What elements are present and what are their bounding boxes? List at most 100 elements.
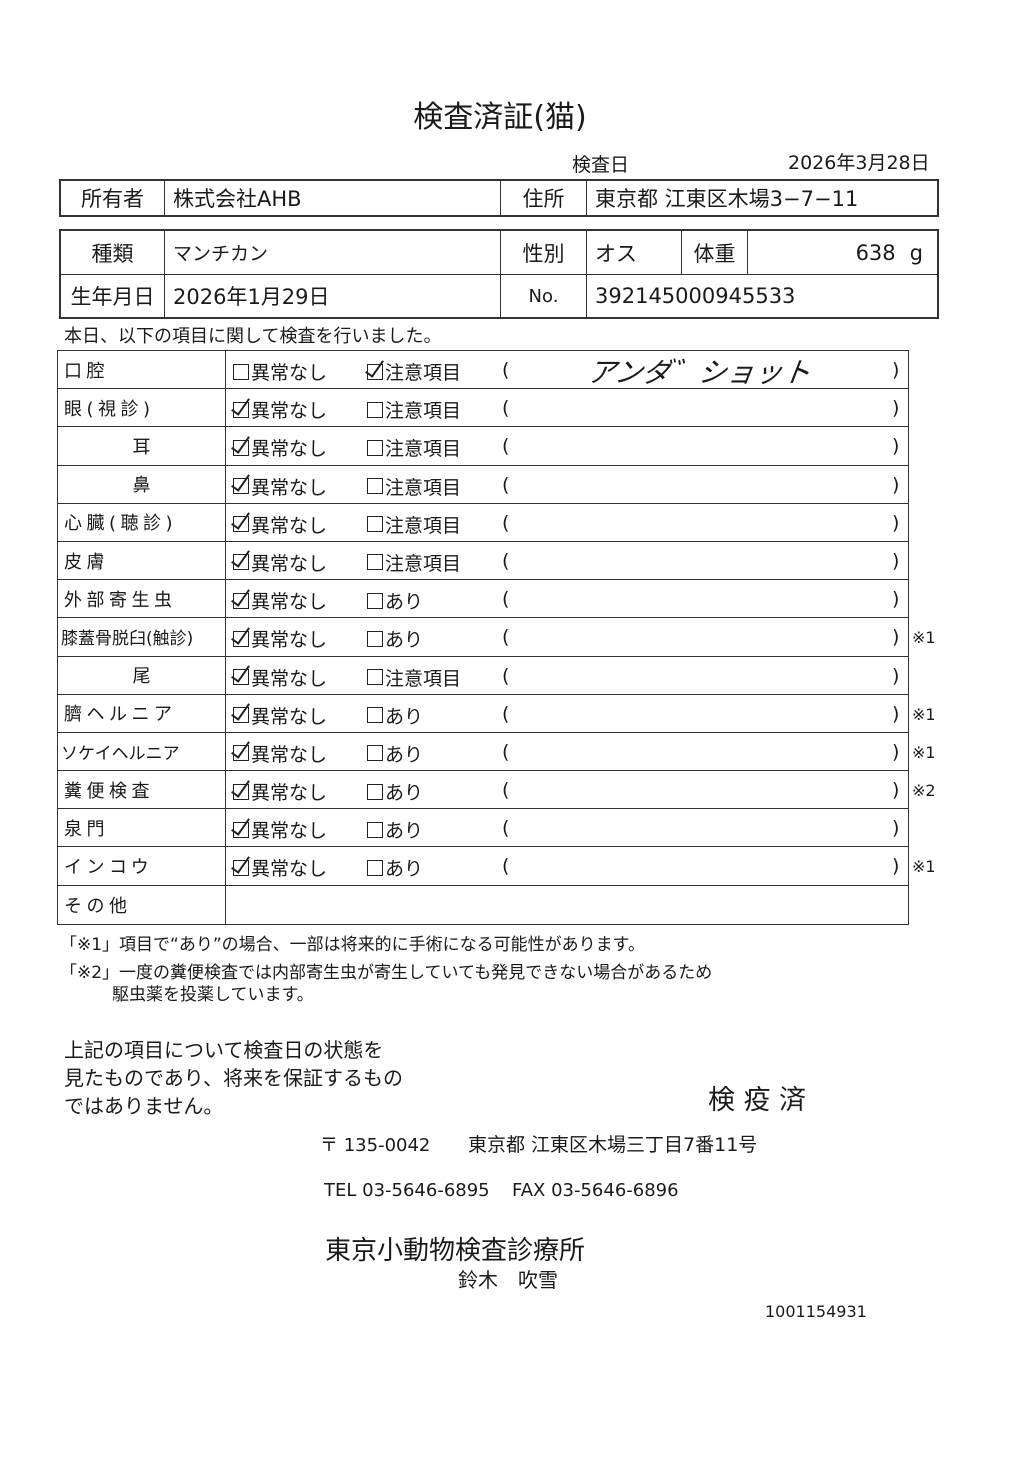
option-label: 注意項目 [385,552,462,575]
option-alt[interactable]: 注意項目 [367,473,461,500]
option-alt[interactable]: 注意項目 [367,396,461,423]
clinic-address: 東京都 江東区木場三丁目7番11号 [468,1134,758,1156]
checkbox[interactable] [233,478,249,495]
row-label: 眼(視診) [58,389,226,427]
option-label: 異常なし [251,820,328,843]
option-normal[interactable]: 異常なし [233,778,327,805]
option-alt[interactable]: あり [367,816,423,843]
close-paren: ) [892,702,900,725]
checkbox[interactable] [367,439,383,456]
option-alt[interactable]: 注意項目 [367,511,461,538]
option-normal[interactable]: 異常なし [233,816,327,843]
row-label: 皮膚 [58,541,226,580]
option-normal[interactable]: 異常なし [233,854,327,881]
open-paren: ( [502,397,510,420]
checkbox[interactable] [367,592,383,609]
open-paren: ( [502,511,510,534]
footnote-marker: ※1 [912,857,936,877]
birth-value: 2026年1月29日 [165,275,501,317]
option-normal[interactable]: 異常なし [233,549,327,576]
option-alt[interactable]: 注意項目 [367,549,461,576]
checkbox[interactable] [367,707,383,724]
open-paren: ( [502,549,510,572]
checkbox[interactable] [233,821,249,838]
checkbox[interactable] [367,859,383,876]
open-paren: ( [502,740,510,763]
no-value: 392145000945533 [595,284,796,308]
option-label: 異常なし [251,514,328,537]
checkbox[interactable] [367,745,383,762]
close-paren: ) [892,740,900,763]
checkbox[interactable] [233,859,249,876]
checkbox[interactable] [233,630,249,647]
weight-unit: g [909,240,923,265]
option-alt[interactable]: あり [367,778,423,805]
checkbox[interactable] [233,363,249,380]
option-alt[interactable]: 注意項目 [367,434,461,461]
checkbox[interactable] [233,592,249,609]
checkbox[interactable] [367,669,383,685]
option-label: あり [385,705,424,728]
option-alt[interactable]: 注意項目 [367,664,461,691]
option-normal[interactable]: 異常なし [233,702,327,729]
option-label: あり [385,591,424,614]
inspection-table: 口腔 異常なし 注意項目(アンダ゛ショット) 眼(視診) 異常なし 注意項目() 耳異常なし… [57,350,936,925]
inspection-row: 膝蓋骨脱臼(触診) 異常なし あり () ※1 [58,618,936,657]
owner-label: 所有者 [61,181,165,215]
option-alt[interactable]: あり [367,854,423,881]
inspection-date-label: 検査日 [572,154,630,176]
inspection-row: 外部寄生虫 異常なし あり () [58,580,908,619]
footnote-2: 「※2」一度の糞便検査では内部寄生虫が寄生していても発見できない場合があるため [60,963,713,983]
option-alt[interactable]: あり [367,587,423,614]
option-normal[interactable]: 異常なし [233,396,327,423]
row-label: 心臓(聴診) [58,503,226,541]
checkbox[interactable] [367,478,383,495]
checkbox[interactable] [233,707,249,724]
option-label: 異常なし [251,782,328,805]
option-label: 異常なし [251,591,328,614]
option-normal[interactable]: 異常なし [233,625,327,652]
checkbox[interactable] [233,783,249,800]
close-paren: ) [892,626,900,649]
option-alt[interactable]: あり [367,702,423,729]
option-label: あり [385,629,424,652]
checkbox[interactable] [367,630,383,647]
option-normal[interactable]: 異常なし [233,511,327,538]
option-normal[interactable]: 異常なし [233,434,327,461]
option-normal[interactable]: 異常なし [233,473,327,500]
checkbox[interactable] [233,745,249,762]
checkbox[interactable] [233,516,249,533]
checkbox[interactable] [367,516,383,533]
option-alt[interactable]: あり [367,625,423,652]
option-alt[interactable]: 注意項目 [367,358,461,385]
open-paren: ( [502,817,510,840]
option-label: 異常なし [251,743,328,766]
checkbox[interactable] [367,783,383,800]
inspection-row: 尾 異常なし 注意項目 () [58,656,908,695]
inspection-row: 臍ヘルニア 異常なし あり () ※1 [58,694,936,733]
option-label: 異常なし [251,400,328,423]
option-normal[interactable]: 異常なし [233,664,327,691]
checkbox[interactable] [233,669,249,685]
option-normal[interactable]: 異常なし [233,358,327,385]
option-label: 注意項目 [385,400,462,423]
option-label: 異常なし [251,629,328,652]
option-label: あり [385,782,424,805]
inspection-row: 泉門 異常なし あり () [58,809,908,848]
stamp-text: 検 疫 済 [708,1085,807,1116]
checkbox[interactable] [367,363,383,380]
checkbox[interactable] [367,401,383,418]
option-alt[interactable]: あり [367,740,423,767]
owner-table: 所有者 株式会社AHB 住所 東京都 江東区木場3−7−11 [59,179,939,217]
checkbox[interactable] [367,554,383,571]
option-normal[interactable]: 異常なし [233,740,327,767]
option-normal[interactable]: 異常なし [233,587,327,614]
checkbox[interactable] [233,439,249,456]
checkbox[interactable] [233,554,249,571]
checkbox[interactable] [233,401,249,418]
footnote-1: 「※1」項目で“あり”の場合、一部は将来的に手術になる可能性があります。 [60,935,645,955]
checkbox[interactable] [367,821,383,838]
clinic-name: 東京小動物検査診療所 [325,1236,586,1266]
disclaimer-line: 見たものであり、将来を保証するもの [64,1066,403,1090]
option-label: 異常なし [251,667,328,690]
